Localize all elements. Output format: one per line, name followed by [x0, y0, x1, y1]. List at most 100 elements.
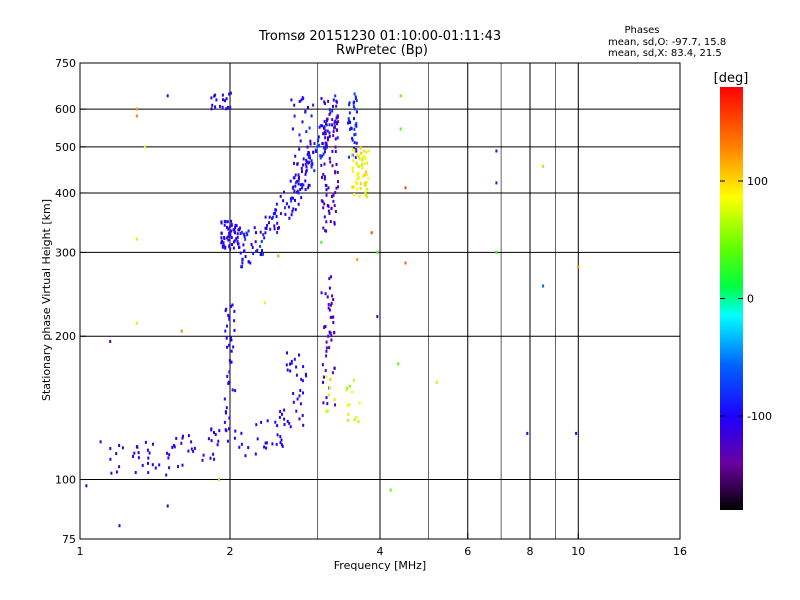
- data-point: [332, 134, 335, 138]
- data-point: [294, 198, 296, 202]
- data-point: [275, 442, 278, 446]
- data-point: [352, 185, 355, 189]
- data-point: [350, 127, 353, 131]
- data-point: [359, 182, 362, 186]
- data-point: [233, 230, 236, 234]
- data-point: [354, 155, 357, 159]
- data-point: [279, 410, 282, 414]
- data-point: [220, 231, 223, 235]
- data-point: [310, 164, 313, 167]
- data-point: [262, 233, 265, 237]
- data-point: [223, 397, 226, 401]
- data-point: [225, 97, 228, 101]
- data-point: [327, 136, 329, 140]
- data-point: [233, 309, 236, 313]
- data-point: [266, 419, 269, 423]
- data-point: [299, 183, 302, 187]
- colorbar-label: [deg]: [714, 71, 749, 86]
- data-point: [249, 261, 252, 265]
- data-point: [326, 295, 329, 299]
- data-point: [319, 124, 322, 128]
- data-point: [331, 315, 334, 319]
- data-point: [301, 170, 303, 174]
- data-point: [364, 157, 367, 161]
- data-point: [210, 107, 213, 111]
- data-point: [298, 417, 301, 421]
- data-point: [302, 423, 305, 427]
- data-point: [323, 215, 326, 219]
- data-point: [271, 217, 273, 220]
- data-point: [349, 127, 351, 131]
- data-point: [231, 388, 234, 392]
- data-point: [328, 308, 331, 312]
- data-point: [247, 260, 250, 264]
- data-point: [325, 220, 328, 224]
- data-point: [302, 163, 304, 167]
- data-point: [255, 231, 257, 235]
- data-point: [294, 173, 297, 177]
- data-point: [276, 231, 279, 234]
- data-point: [268, 215, 271, 219]
- data-point: [233, 239, 236, 243]
- data-point: [274, 208, 277, 212]
- data-point: [277, 254, 280, 258]
- data-point: [329, 315, 332, 319]
- data-point: [245, 231, 248, 235]
- data-point: [365, 150, 368, 154]
- data-point: [213, 431, 215, 434]
- data-point: [331, 149, 334, 153]
- data-point: [526, 431, 529, 435]
- data-point: [232, 246, 235, 250]
- data-point: [305, 374, 308, 378]
- data-point: [217, 439, 220, 443]
- data-point: [255, 250, 258, 253]
- data-point: [328, 286, 331, 290]
- data-point: [264, 215, 267, 219]
- data-point: [223, 219, 226, 223]
- data-point: [327, 186, 330, 190]
- data-point: [241, 265, 243, 269]
- data-point: [233, 328, 236, 332]
- data-point: [228, 343, 231, 347]
- data-point: [304, 372, 307, 376]
- data-point: [304, 162, 307, 166]
- data-point: [313, 142, 316, 146]
- data-point: [324, 147, 327, 151]
- data-point: [288, 216, 291, 220]
- data-point: [313, 169, 316, 173]
- data-point: [323, 375, 325, 379]
- data-point: [399, 94, 402, 98]
- data-point: [262, 252, 264, 256]
- data-point: [331, 118, 334, 122]
- data-point: [137, 451, 140, 455]
- data-point: [306, 153, 309, 156]
- data-point: [360, 162, 363, 166]
- data-point: [221, 93, 224, 97]
- data-point: [397, 362, 400, 366]
- data-point: [310, 114, 313, 118]
- data-point: [366, 161, 369, 165]
- data-point: [269, 227, 272, 231]
- data-point: [211, 103, 214, 107]
- x-tick-label: 16: [673, 545, 687, 558]
- data-point: [230, 219, 233, 223]
- data-point: [263, 236, 266, 240]
- data-point: [334, 403, 336, 407]
- data-point: [135, 321, 138, 325]
- data-point: [239, 232, 242, 236]
- data-point: [221, 244, 224, 248]
- data-point: [226, 236, 229, 240]
- data-point: [321, 142, 324, 145]
- data-point: [309, 156, 311, 160]
- data-point: [210, 428, 213, 432]
- data-point: [288, 421, 291, 425]
- data-point: [295, 365, 298, 369]
- data-point: [333, 220, 336, 224]
- data-point: [210, 96, 213, 100]
- data-point: [234, 389, 237, 393]
- data-point: [323, 120, 326, 123]
- data-point: [216, 443, 219, 447]
- data-point: [327, 306, 330, 310]
- data-point: [353, 133, 356, 137]
- data-point: [168, 453, 171, 457]
